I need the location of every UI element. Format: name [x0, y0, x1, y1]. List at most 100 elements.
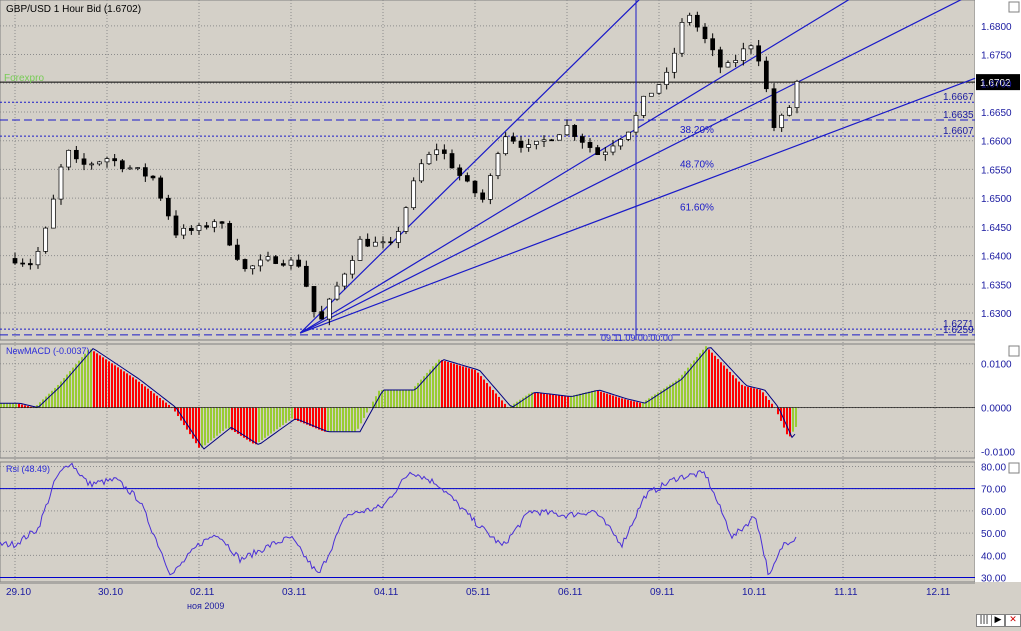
close-chart-button[interactable]: ✕ — [1005, 614, 1021, 627]
candle-body — [596, 148, 600, 155]
macd-bar — [396, 390, 398, 408]
candle-body — [312, 286, 316, 311]
macd-bar — [612, 396, 614, 408]
macd-bar — [354, 408, 356, 432]
price-tick-label: 1.6700 — [981, 79, 1012, 90]
price-level-label: 1.6667 — [943, 92, 974, 103]
macd-bar — [315, 408, 317, 429]
macd-bar — [762, 392, 764, 407]
macd-bar — [240, 408, 242, 436]
rsi-tick-label: 60.00 — [981, 507, 1006, 518]
macd-bar — [435, 363, 437, 408]
time-tick-label: 05.11 — [466, 587, 491, 598]
macd-bar — [570, 396, 572, 408]
rsi-tick-label: 70.00 — [981, 485, 1006, 496]
macd-bar — [726, 369, 728, 408]
macd-bar — [384, 390, 386, 408]
macd-bar — [735, 378, 737, 407]
macd-bar — [705, 346, 707, 407]
candle-body — [381, 242, 385, 243]
macd-bar — [237, 408, 239, 434]
macd-bar — [261, 408, 263, 440]
scroll-right-button[interactable]: ▶ — [991, 614, 1005, 627]
macd-close-box[interactable] — [1009, 346, 1019, 356]
macd-bar — [675, 381, 677, 408]
macd-bar — [747, 387, 749, 408]
macd-bar — [201, 408, 203, 448]
candle-body — [557, 135, 561, 140]
chart-title: GBP/USD 1 Hour Bid (1.6702) — [6, 4, 141, 15]
candle-body — [320, 312, 324, 319]
macd-bar — [255, 408, 257, 445]
candle-body — [228, 223, 232, 245]
candle-body — [465, 176, 469, 182]
macd-bar — [702, 350, 704, 408]
macd-bar — [126, 373, 128, 407]
price-close-box[interactable] — [1009, 2, 1019, 12]
candle-body — [174, 216, 178, 235]
macd-bar — [489, 387, 491, 408]
candle-body — [711, 39, 715, 50]
price-tick-label: 1.6500 — [981, 194, 1012, 205]
macd-bar — [333, 408, 335, 432]
macd-bar — [99, 355, 101, 407]
candle-body — [21, 263, 25, 264]
macd-bar — [246, 408, 248, 440]
macd-bar — [465, 367, 467, 407]
rsi-label: Rsi (48.49) — [6, 464, 50, 474]
macd-bar — [291, 408, 293, 419]
macd-bar — [588, 392, 590, 408]
candle-body — [350, 260, 354, 274]
macd-bar — [459, 366, 461, 408]
macd-bar — [621, 398, 623, 407]
candle-body — [749, 46, 753, 49]
rsi-close-box[interactable] — [1009, 463, 1019, 473]
macd-bar — [90, 349, 92, 407]
macd-bar — [594, 390, 596, 407]
macd-bar — [102, 357, 104, 407]
candle-body — [366, 239, 370, 246]
macd-bar — [252, 408, 254, 444]
macd-bar — [768, 400, 770, 408]
macd-bar — [168, 405, 170, 408]
macd-bar — [282, 408, 284, 425]
macd-bar — [273, 408, 275, 432]
macd-bar — [210, 408, 212, 441]
watermark-label: Forexpro — [4, 73, 44, 84]
scroll-grip-button[interactable]: ||| — [976, 614, 992, 627]
macd-bar — [399, 390, 401, 408]
price-level-label: 1.6635 — [943, 110, 974, 121]
candle-body — [74, 150, 78, 159]
candle-body — [442, 150, 446, 154]
candle-body — [97, 162, 101, 164]
macd-bar — [234, 408, 236, 432]
candle-body — [82, 159, 86, 165]
macd-bar — [279, 408, 281, 428]
macd-bar — [339, 408, 341, 432]
macd-bar — [213, 408, 215, 439]
time-tick-label: 29.10 — [6, 587, 31, 598]
macd-bar — [285, 408, 287, 423]
candle-body — [718, 50, 722, 67]
macd-bar — [633, 401, 635, 407]
candle-body — [450, 154, 454, 168]
macd-bar — [219, 408, 221, 434]
macd-bar — [456, 365, 458, 408]
candle-body — [297, 260, 301, 266]
candle-body — [580, 137, 584, 143]
macd-bar — [186, 408, 188, 430]
macd-bar — [699, 353, 701, 407]
macd-bar — [336, 408, 338, 432]
candle-body — [419, 164, 423, 181]
macd-bar — [345, 408, 347, 432]
candle-body — [519, 141, 523, 147]
macd-bar — [432, 366, 434, 407]
candle-body — [649, 93, 653, 96]
candle-body — [741, 49, 745, 61]
macd-bar — [18, 404, 20, 408]
candle-body — [634, 115, 638, 132]
time-tick-label: 04.11 — [374, 587, 399, 598]
rsi-panel — [0, 462, 975, 582]
macd-bar — [729, 372, 731, 408]
